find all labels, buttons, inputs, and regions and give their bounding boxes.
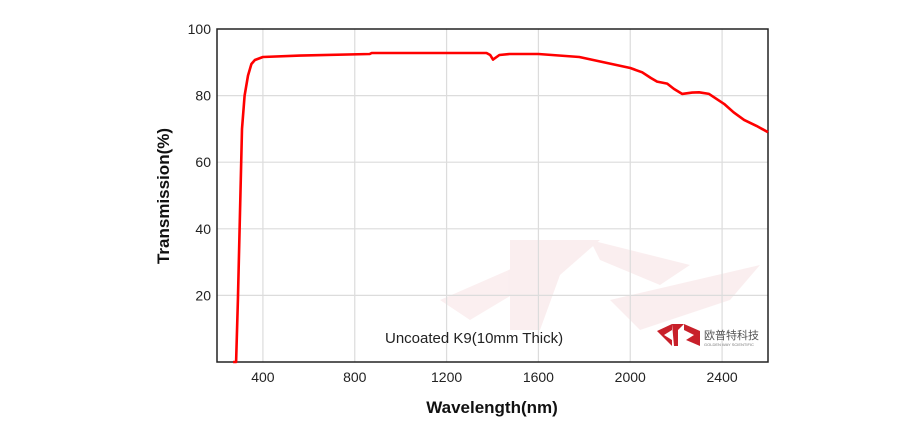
- x-tick-label: 800: [343, 369, 367, 385]
- x-tick-label: 1600: [523, 369, 554, 385]
- x-tick-label: 2000: [615, 369, 646, 385]
- x-axis-label: Wavelength(nm): [426, 398, 558, 417]
- x-tick-label: 400: [251, 369, 275, 385]
- company-logo: 欧普特科技 GOLDEN WAY SCIENTIFIC: [657, 324, 759, 347]
- tick-labels: 400 800 1200 1600 2000 2400 20 40 60 80 100: [188, 21, 738, 385]
- series-line: [233, 51, 769, 364]
- watermark-logo: [440, 240, 760, 330]
- y-tick-label: 20: [195, 287, 211, 303]
- logo-en: GOLDEN WAY SCIENTIFIC: [704, 342, 754, 347]
- grid: [217, 29, 768, 362]
- annotation: Uncoated K9(10mm Thick): [385, 330, 563, 347]
- x-tick-label: 1200: [431, 369, 462, 385]
- y-tick-label: 40: [195, 221, 211, 237]
- logo-cn: 欧普特科技: [704, 328, 759, 342]
- x-tick-label: 2400: [707, 369, 738, 385]
- plot-frame: [216, 28, 769, 363]
- y-tick-label: 60: [195, 154, 211, 170]
- y-axis-label: Transmission(%): [154, 128, 173, 264]
- y-tick-label: 100: [188, 21, 212, 37]
- y-tick-label: 80: [195, 88, 211, 104]
